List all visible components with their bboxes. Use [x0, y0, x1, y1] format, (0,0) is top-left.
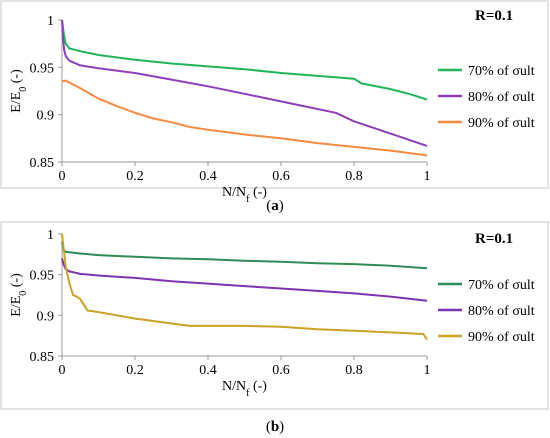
y-tick-label: 1 — [47, 14, 54, 29]
x-tick-label: 0.4 — [199, 363, 217, 378]
chart-panel-b: 0.85 0.9 0.95 1 0 0.2 0.4 0.6 0.8 1 N/Nf (-) E/E0 (… — [0, 221, 549, 410]
y-tick-label: 0.85 — [30, 156, 55, 171]
y-tick-label: 0.9 — [37, 309, 55, 324]
series-line-3 — [61, 233, 428, 341]
x-tick-label: 0 — [59, 363, 66, 378]
panel-label-a: (a) — [266, 198, 284, 214]
annotation-r-a: R=0.1 — [475, 8, 513, 24]
x-tick-label: 0.8 — [345, 169, 363, 184]
legend-label-1: 70% of σult — [468, 278, 535, 293]
legend-label-2: 80% of σult — [468, 304, 535, 319]
x-tick-label: 0.6 — [272, 169, 290, 184]
x-tick-label: 0.6 — [272, 363, 290, 378]
y-tick-label: 0.95 — [30, 269, 55, 284]
series-line-2 — [61, 19, 428, 147]
x-tick-label: 0.4 — [199, 169, 217, 184]
y-tick-label: 0.95 — [30, 61, 55, 76]
series-line-1 — [61, 19, 428, 101]
x-tick-label: 0 — [59, 169, 66, 184]
y-axis-label: E/E0 (-) — [9, 69, 29, 113]
y-tick-label: 1 — [47, 228, 54, 243]
legend-label-3: 90% of σult — [468, 330, 535, 345]
x-axis-label: N/Nf (-) — [222, 185, 267, 205]
panel-label-b: (b) — [266, 419, 284, 435]
x-tick-label: 1 — [424, 169, 431, 184]
series-line-3 — [61, 79, 428, 157]
chart-panel-a: 0.85 0.9 0.95 1 0 0.2 0.4 0.6 0.8 1 N/Nf (-) E/E0 (… — [0, 0, 549, 205]
panel-b-border — [0, 221, 549, 410]
x-tick-label: 0.2 — [126, 169, 144, 184]
panel-a-border — [0, 0, 549, 189]
legend-label-3: 90% of σult — [468, 116, 535, 131]
series-line-1 — [61, 241, 428, 270]
x-tick-label: 0.2 — [126, 363, 144, 378]
annotation-r-b: R=0.1 — [475, 231, 513, 247]
legend-label-1: 70% of σult — [468, 64, 535, 79]
y-tick-label: 0.9 — [37, 109, 55, 124]
y-axis-label: E/E0 (-) — [9, 273, 29, 317]
y-tick-label: 0.85 — [30, 350, 55, 365]
x-axis-label: N/Nf (-) — [222, 379, 267, 399]
x-tick-label: 1 — [424, 363, 431, 378]
x-tick-label: 0.8 — [345, 363, 363, 378]
legend-label-2: 80% of σult — [468, 90, 535, 105]
